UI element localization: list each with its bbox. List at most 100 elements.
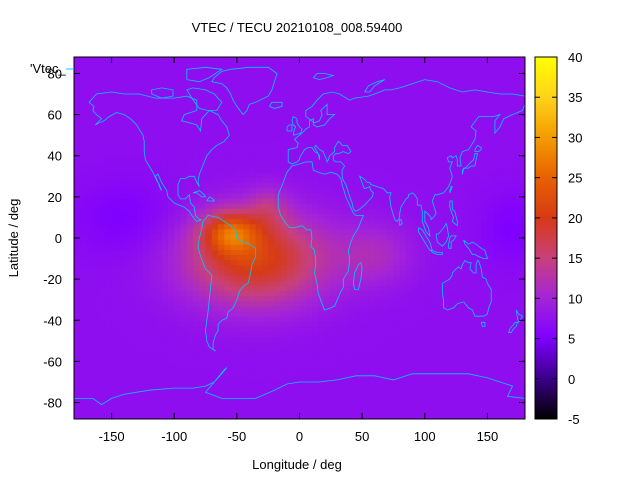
heatmap-cell: [199, 213, 207, 220]
heatmap-cell: [261, 125, 269, 132]
heatmap-cell: [456, 172, 463, 178]
heatmap-cell: [193, 203, 200, 209]
heatmap-cell: [374, 59, 382, 65]
heatmap-cell: [86, 233, 94, 240]
heatmap-cell: [330, 74, 338, 81]
heatmap-cell: [299, 233, 307, 240]
heatmap-cell: [224, 218, 232, 225]
heatmap-cell: [493, 285, 501, 292]
heatmap-cell: [443, 352, 451, 358]
heatmap-cell: [74, 64, 81, 70]
heatmap-cell: [142, 64, 150, 70]
heatmap-cell: [167, 352, 175, 358]
heatmap-cell: [374, 125, 382, 132]
heatmap-cell: [481, 146, 489, 153]
heatmap-cell: [149, 115, 157, 122]
heatmap-cell: [136, 100, 144, 106]
heatmap-cell: [374, 177, 382, 184]
heatmap-cell: [74, 161, 81, 168]
heatmap-cell: [506, 316, 514, 322]
heatmap-cell: [249, 377, 257, 384]
heatmap-cell: [218, 377, 225, 384]
heatmap-cell: [274, 352, 282, 358]
heatmap-cell: [105, 187, 113, 194]
heatmap-cell: [105, 74, 113, 81]
heatmap-cell: [130, 218, 138, 225]
heatmap-cell: [330, 100, 338, 106]
heatmap-cell: [218, 413, 225, 419]
heatmap-cell: [136, 347, 144, 353]
heatmap-cell: [80, 300, 88, 307]
heatmap-cell: [80, 84, 88, 91]
heatmap-cell: [167, 336, 175, 343]
heatmap-cell: [236, 377, 244, 384]
heatmap-cell: [186, 357, 194, 364]
heatmap-cell: [374, 285, 382, 292]
heatmap-cell: [130, 264, 138, 271]
heatmap-cell: [199, 59, 207, 65]
heatmap-cell: [437, 311, 445, 317]
heatmap-cell: [487, 321, 495, 328]
heatmap-cell: [236, 352, 244, 358]
heatmap-cell: [124, 84, 131, 91]
heatmap-cell: [374, 316, 382, 322]
heatmap-cell: [431, 89, 438, 96]
heatmap-cell: [74, 84, 81, 91]
heatmap-cell: [211, 372, 219, 379]
heatmap-cell: [193, 161, 200, 168]
heatmap-cell: [462, 244, 470, 250]
heatmap-cell: [86, 151, 94, 158]
heatmap-cell: [155, 177, 163, 184]
heatmap-cell: [418, 177, 426, 184]
heatmap-cell: [74, 167, 81, 173]
heatmap-cell: [149, 197, 157, 204]
heatmap-cell: [393, 115, 401, 122]
heatmap-cell: [349, 146, 357, 153]
heatmap-cell: [387, 377, 395, 384]
heatmap-cell: [324, 259, 332, 266]
heatmap-cell: [343, 311, 351, 317]
heatmap-cell: [193, 295, 200, 302]
heatmap-cell: [155, 316, 163, 322]
heatmap-cell: [330, 413, 338, 419]
heatmap-cell: [286, 197, 294, 204]
heatmap-cell: [449, 95, 457, 101]
heatmap-cell: [149, 177, 157, 184]
heatmap-cell: [117, 321, 125, 328]
heatmap-cell: [186, 347, 194, 353]
heatmap-cell: [305, 403, 313, 410]
heatmap-cell: [105, 249, 113, 256]
heatmap-cell: [506, 69, 514, 76]
heatmap-cell: [236, 259, 244, 266]
heatmap-cell: [368, 403, 376, 410]
heatmap-cell: [180, 311, 188, 317]
heatmap-cell: [305, 131, 313, 137]
heatmap-cell: [462, 182, 470, 189]
heatmap-cell: [443, 74, 451, 81]
heatmap-cell: [380, 213, 388, 220]
heatmap-cell: [487, 393, 495, 400]
heatmap-cell: [199, 167, 207, 173]
heatmap-cell: [142, 203, 150, 209]
heatmap-cell: [193, 398, 200, 405]
heatmap-cell: [111, 290, 119, 297]
heatmap-cell: [431, 233, 438, 240]
heatmap-cell: [362, 161, 369, 168]
heatmap-cell: [443, 357, 451, 364]
heatmap-cell: [167, 141, 175, 148]
heatmap-cell: [456, 95, 463, 101]
heatmap-cell: [443, 254, 451, 261]
heatmap-cell: [243, 372, 250, 379]
heatmap-cell: [481, 187, 489, 194]
heatmap-cell: [318, 131, 326, 137]
heatmap-cell: [174, 290, 182, 297]
heatmap-cell: [506, 89, 514, 96]
heatmap-cell: [249, 357, 257, 364]
heatmap-cell: [393, 259, 401, 266]
heatmap-cell: [218, 120, 225, 127]
heatmap-cell: [249, 249, 257, 256]
heatmap-cell: [312, 182, 319, 189]
heatmap-cell: [349, 362, 357, 369]
heatmap-cell: [86, 280, 94, 286]
heatmap-cell: [499, 57, 507, 60]
